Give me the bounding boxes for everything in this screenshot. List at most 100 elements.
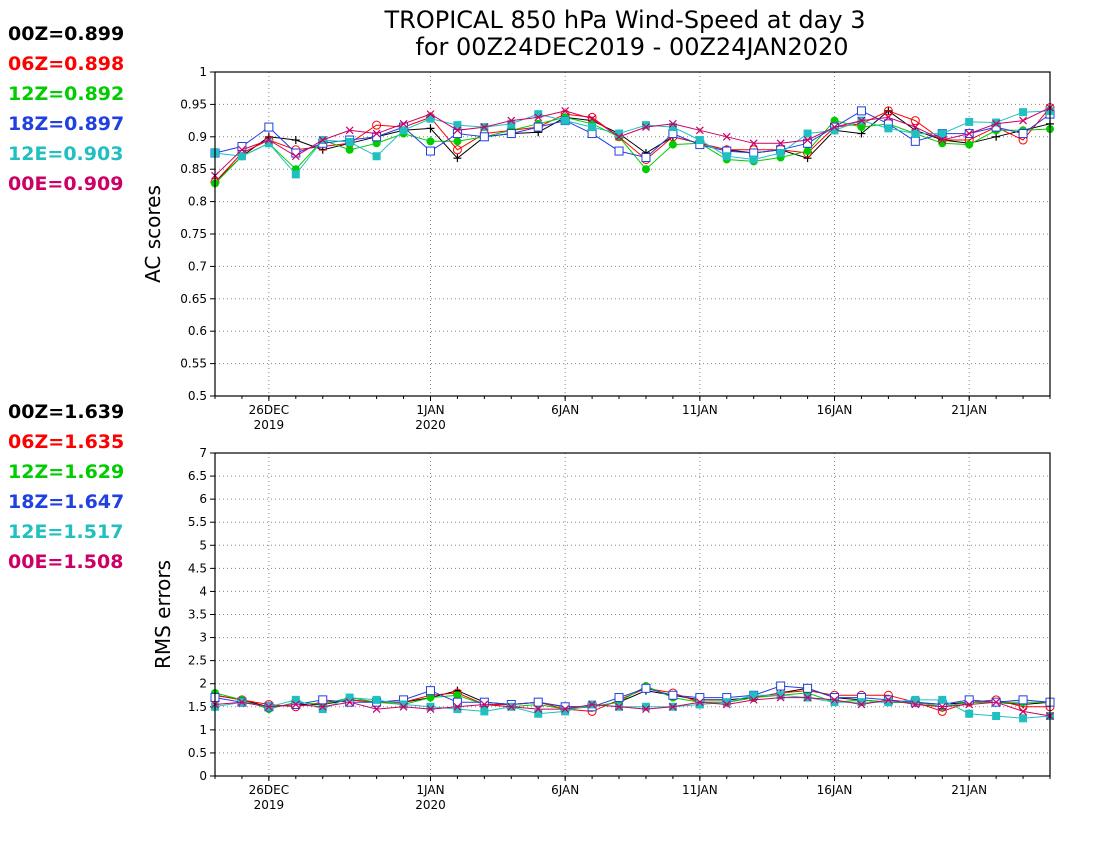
legend-entry-06z: 06Z=1.635 [8,431,124,453]
legend-entry-00e: 00E=0.909 [8,173,123,195]
data-point [399,702,408,711]
data-point [372,695,381,704]
data-point [965,700,974,709]
y-tick-label: 1 [199,65,207,79]
data-point [641,153,651,163]
data-point [480,707,489,716]
data-point [965,709,974,718]
data-point [911,695,920,704]
x-tick-label: 21JAN [951,783,987,797]
data-point [291,700,300,709]
y-tick-label: 0.55 [180,357,207,371]
data-point [533,697,543,707]
data-point [426,693,435,702]
data-point [722,700,731,709]
data-point [803,683,813,693]
data-point [938,695,947,704]
data-point [776,691,785,700]
data-point [399,126,408,135]
legend-entry-00z: 00Z=1.639 [8,401,124,423]
series-line [214,697,1051,717]
legend-entry-12e: 12E=0.903 [8,143,123,165]
data-point [642,705,650,714]
series-line [214,116,1051,184]
legend-entry-12z: 12Z=0.892 [8,83,124,105]
y-tick-label: 4 [199,584,207,598]
y-tick-label: 2.5 [188,654,207,668]
data-point [318,705,327,714]
series-line [214,110,1051,183]
x-tick-label: 26DEC [249,783,289,797]
plot-frame [214,71,1051,397]
data-point [803,136,812,144]
data-point [534,709,543,718]
data-point [452,697,462,707]
data-point [561,705,570,714]
data-point [372,120,382,130]
data-point [910,136,920,146]
data-point [534,113,543,122]
y-tick-label: 0.85 [180,162,207,176]
data-point [803,693,812,702]
data-point [345,693,354,702]
data-point [1019,108,1028,117]
y-tick-label: 6 [199,492,207,506]
data-point [857,698,866,707]
data-point [749,139,758,148]
data-point [776,693,785,702]
y-tick-label: 1 [199,723,207,737]
y-tick-label: 1.5 [188,700,207,714]
x-tick-label: 6JAN [551,403,579,417]
plot-frame [214,452,1051,777]
rms-errors-panel: 00.511.522.533.544.555.566.5726DEC20191J… [8,401,1055,812]
data-point [345,145,354,154]
data-point [803,147,812,156]
data-point [695,698,704,707]
data-point [426,114,435,123]
data-point [857,116,866,125]
legend-entry-00e: 00E=1.508 [8,551,123,573]
data-point [830,123,839,132]
data-point [857,123,866,132]
y-tick-label: 0.5 [188,746,207,760]
series-12e [211,691,1054,723]
data-point [776,681,786,691]
data-point [776,139,785,148]
y-tick-label: 5 [199,538,207,552]
data-point [507,116,516,125]
data-point [561,707,570,716]
data-point [1019,714,1028,723]
legend-entry-12e: 12E=1.517 [8,521,123,543]
y-tick-label: 0.6 [188,324,207,338]
series-line [214,107,1051,177]
data-point [534,705,543,714]
data-point [695,693,705,703]
data-point [776,149,785,157]
data-point [1018,129,1028,139]
data-point [642,123,650,132]
y-tick-label: 5.5 [188,515,207,529]
data-point [318,702,327,711]
chart-title-line-1: TROPICAL 850 hPa Wind-Speed at day 3 [384,6,866,34]
data-point [507,119,516,128]
data-point [479,697,489,707]
data-point [588,700,597,709]
data-point [372,152,381,161]
data-point [883,106,893,116]
data-point [722,132,731,141]
data-point [992,118,1001,127]
data-point [291,170,300,179]
data-point [830,698,839,707]
data-point [965,140,974,149]
y-tick-label: 7 [199,446,207,460]
data-point [345,137,354,146]
data-point [561,116,570,125]
x-tick-label: 1JAN [416,403,444,417]
data-point [803,129,812,138]
data-point [588,114,597,123]
data-point [668,119,677,128]
data-point [641,702,650,711]
y-tick-label: 6.5 [188,469,207,483]
data-point [318,695,328,705]
